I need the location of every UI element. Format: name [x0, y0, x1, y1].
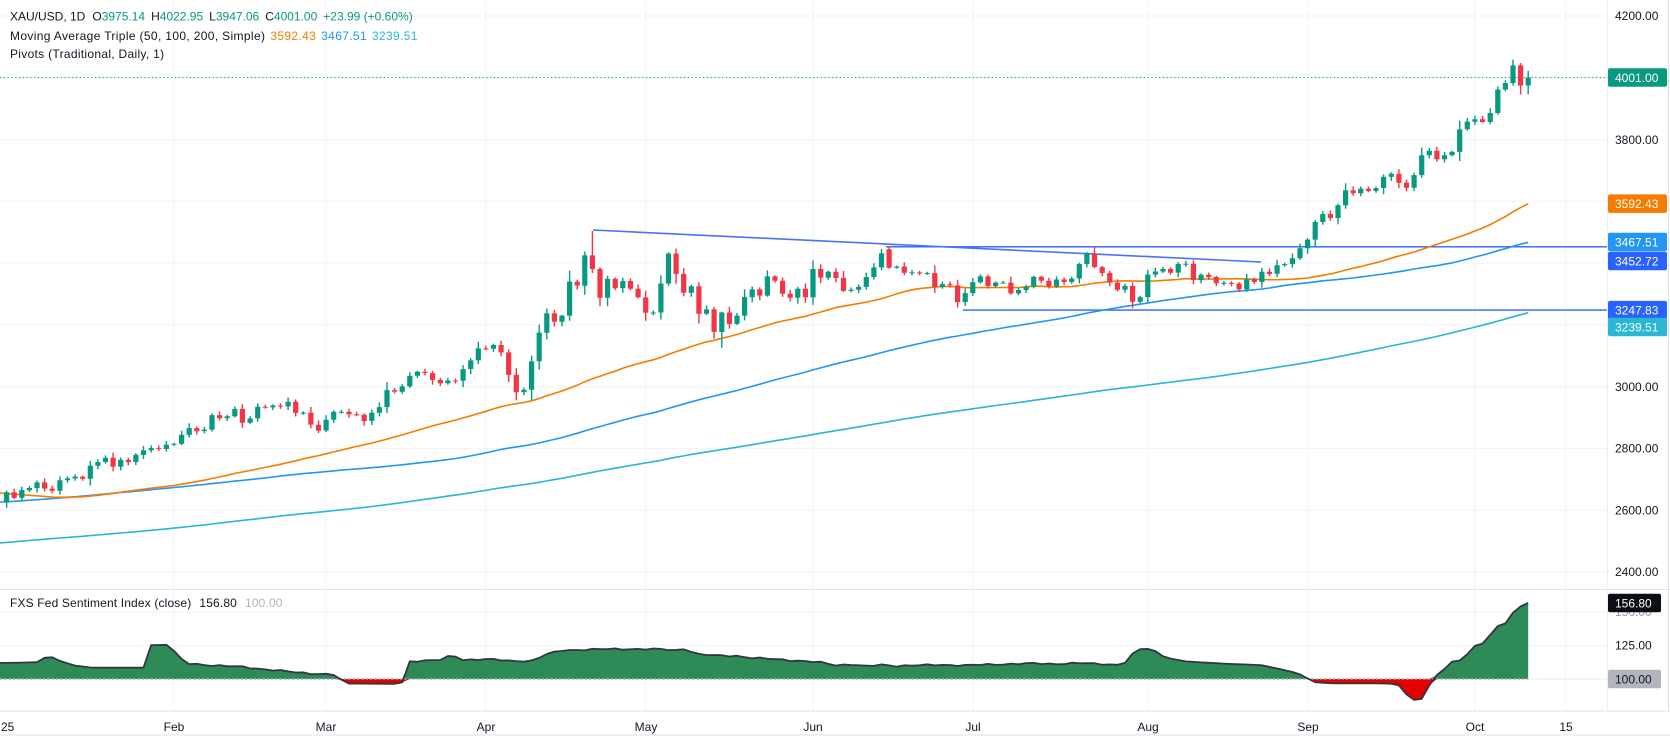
svg-text:3467.51: 3467.51	[1615, 235, 1659, 249]
svg-text:3800.00: 3800.00	[1615, 133, 1659, 147]
svg-text:Sep: Sep	[1297, 720, 1319, 734]
svg-text:May: May	[635, 720, 658, 734]
svg-text:3000.00: 3000.00	[1615, 380, 1659, 394]
svg-text:100.00: 100.00	[1615, 672, 1652, 686]
svg-text:2800.00: 2800.00	[1615, 442, 1659, 456]
svg-text:125.00: 125.00	[1615, 639, 1652, 653]
svg-text:2600.00: 2600.00	[1615, 503, 1659, 517]
svg-text:2400.00: 2400.00	[1615, 565, 1659, 579]
svg-text:3247.83: 3247.83	[1615, 304, 1659, 318]
svg-text:15: 15	[1559, 720, 1573, 734]
svg-text:4001.00: 4001.00	[1615, 71, 1659, 85]
svg-text:FXS Fed Sentiment Index (close: FXS Fed Sentiment Index (close) 156.80 100…	[10, 596, 283, 610]
svg-text:156.80: 156.80	[1615, 596, 1652, 610]
svg-text:Pivots (Traditional, Daily, 1): Pivots (Traditional, Daily, 1)	[10, 47, 164, 61]
svg-text:Apr: Apr	[477, 720, 496, 734]
svg-text:3592.43: 3592.43	[1615, 197, 1659, 211]
svg-text:3452.72: 3452.72	[1615, 254, 1659, 268]
svg-text:Jul: Jul	[965, 720, 980, 734]
svg-text:Mar: Mar	[316, 720, 337, 734]
svg-text:4200.00: 4200.00	[1615, 9, 1659, 23]
svg-text:Feb: Feb	[164, 720, 185, 734]
svg-text:Jun: Jun	[803, 720, 822, 734]
svg-text:Moving Average Triple (50, 100: Moving Average Triple (50, 100, 200, Sim…	[10, 29, 418, 43]
svg-text:25: 25	[1, 720, 15, 734]
svg-text:Oct: Oct	[1466, 720, 1485, 734]
svg-text:Aug: Aug	[1137, 720, 1158, 734]
svg-text:3239.51: 3239.51	[1615, 320, 1659, 334]
